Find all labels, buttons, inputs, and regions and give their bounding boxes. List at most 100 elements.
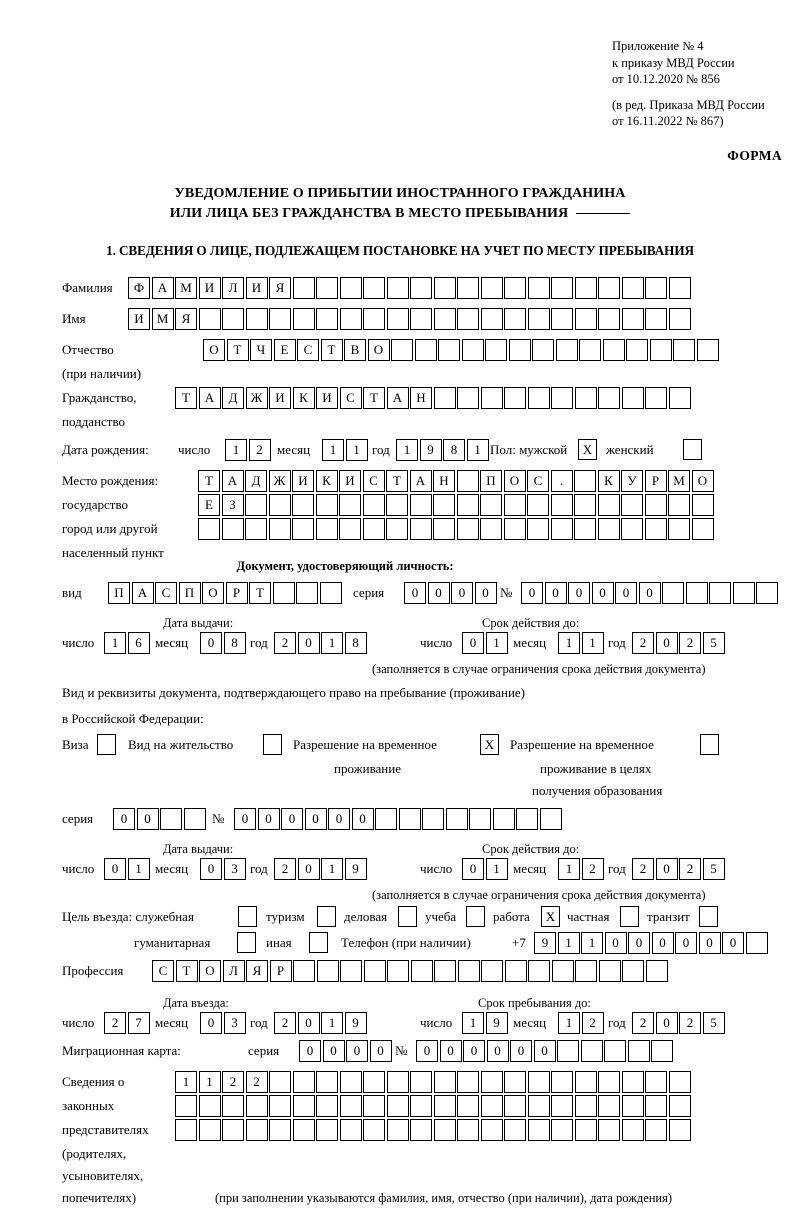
form-cell[interactable]: И xyxy=(128,308,150,330)
form-cell[interactable] xyxy=(433,308,456,330)
form-cell[interactable]: 0 xyxy=(297,858,320,880)
form-cell[interactable]: Л xyxy=(222,277,244,299)
form-cell[interactable]: В xyxy=(344,339,366,361)
checkbox-purpose-official[interactable] xyxy=(238,906,257,927)
form-cell[interactable] xyxy=(645,308,667,330)
form-cell[interactable] xyxy=(363,308,385,330)
form-cell[interactable] xyxy=(292,1071,315,1093)
form-cell[interactable]: И xyxy=(245,277,268,299)
form-cell[interactable] xyxy=(422,808,444,830)
form-cell[interactable]: 2 xyxy=(632,1012,654,1034)
form-cell[interactable] xyxy=(691,518,714,540)
form-cell[interactable]: К xyxy=(315,470,338,492)
form-cell[interactable]: Я xyxy=(246,960,268,982)
form-cell[interactable]: 0 xyxy=(655,858,678,880)
form-cell[interactable] xyxy=(551,1095,573,1117)
form-cell[interactable] xyxy=(691,494,714,516)
form-cell[interactable]: А xyxy=(221,470,244,492)
form-cell[interactable] xyxy=(627,1040,650,1062)
checkbox-purpose-private[interactable] xyxy=(620,906,639,927)
form-cell[interactable]: 1 xyxy=(466,439,489,461)
form-cell[interactable] xyxy=(340,960,362,982)
form-cell[interactable] xyxy=(504,1071,526,1093)
form-cell[interactable]: Я xyxy=(175,308,197,330)
form-cell[interactable] xyxy=(480,308,503,330)
form-cell[interactable]: О xyxy=(691,470,714,492)
form-cell[interactable] xyxy=(709,582,731,604)
form-cell[interactable] xyxy=(339,277,362,299)
form-cell[interactable]: Т xyxy=(198,470,220,492)
form-cell[interactable] xyxy=(551,277,573,299)
form-cell[interactable]: 2 xyxy=(245,1071,268,1093)
form-cell[interactable]: А xyxy=(409,470,432,492)
form-cell[interactable]: 0 xyxy=(299,1040,321,1062)
form-cell[interactable]: 0 xyxy=(200,1012,222,1034)
form-cell[interactable] xyxy=(316,308,338,330)
checkbox-sex-male[interactable]: X xyxy=(578,439,597,460)
form-cell[interactable]: О xyxy=(503,470,526,492)
form-cell[interactable]: А xyxy=(198,387,221,409)
form-cell[interactable] xyxy=(469,808,491,830)
form-cell[interactable]: И xyxy=(269,387,291,409)
form-cell[interactable] xyxy=(644,494,667,516)
form-cell[interactable]: 2 xyxy=(632,858,654,880)
form-cell[interactable]: 0 xyxy=(463,1040,485,1062)
form-cell[interactable] xyxy=(508,339,531,361)
form-cell[interactable] xyxy=(269,1119,291,1141)
form-cell[interactable] xyxy=(527,518,549,540)
form-cell[interactable] xyxy=(457,387,479,409)
form-cell[interactable] xyxy=(480,1119,503,1141)
form-cell[interactable]: 1 xyxy=(396,439,418,461)
form-cell[interactable] xyxy=(651,1040,673,1062)
legal-rep-row-2-cells[interactable] xyxy=(175,1095,691,1117)
form-cell[interactable] xyxy=(527,308,550,330)
form-cell[interactable]: 3 xyxy=(223,1012,246,1034)
form-cell[interactable] xyxy=(503,494,526,516)
form-cell[interactable] xyxy=(492,808,515,830)
form-cell[interactable]: 1 xyxy=(558,1012,580,1034)
form-cell[interactable]: 2 xyxy=(104,1012,126,1034)
form-cell[interactable] xyxy=(386,308,409,330)
form-cell[interactable] xyxy=(409,518,432,540)
form-cell[interactable]: 0 xyxy=(328,808,350,830)
form-cell[interactable]: 2 xyxy=(679,1012,701,1034)
checkbox-residence-permit[interactable] xyxy=(263,734,282,755)
form-cell[interactable] xyxy=(598,1119,620,1141)
form-cell[interactable]: М xyxy=(668,470,690,492)
form-cell[interactable] xyxy=(363,1095,385,1117)
form-cell[interactable] xyxy=(433,494,455,516)
form-cell[interactable] xyxy=(245,308,268,330)
form-cell[interactable] xyxy=(198,518,220,540)
form-cell[interactable] xyxy=(668,308,691,330)
form-cell[interactable]: М xyxy=(175,277,197,299)
form-cell[interactable] xyxy=(662,582,684,604)
form-cell[interactable] xyxy=(527,1095,550,1117)
form-cell[interactable] xyxy=(433,387,456,409)
form-cell[interactable] xyxy=(551,960,574,982)
form-cell[interactable]: 1 xyxy=(462,1012,484,1034)
form-cell[interactable] xyxy=(574,308,597,330)
form-cell[interactable] xyxy=(685,582,708,604)
form-cell[interactable] xyxy=(387,960,409,982)
form-cell[interactable]: 0 xyxy=(655,632,678,654)
form-cell[interactable] xyxy=(316,277,338,299)
form-cell[interactable] xyxy=(621,1119,644,1141)
form-cell[interactable]: 0 xyxy=(416,1040,438,1062)
form-cell[interactable] xyxy=(645,1095,667,1117)
form-cell[interactable] xyxy=(503,518,526,540)
checkbox-purpose-transit[interactable] xyxy=(699,906,718,927)
form-cell[interactable] xyxy=(626,339,648,361)
checkbox-purpose-humanitarian[interactable] xyxy=(237,932,256,953)
form-cell[interactable] xyxy=(245,494,267,516)
form-cell[interactable]: 0 xyxy=(297,632,320,654)
form-cell[interactable] xyxy=(222,1095,244,1117)
form-cell[interactable]: С xyxy=(527,470,549,492)
